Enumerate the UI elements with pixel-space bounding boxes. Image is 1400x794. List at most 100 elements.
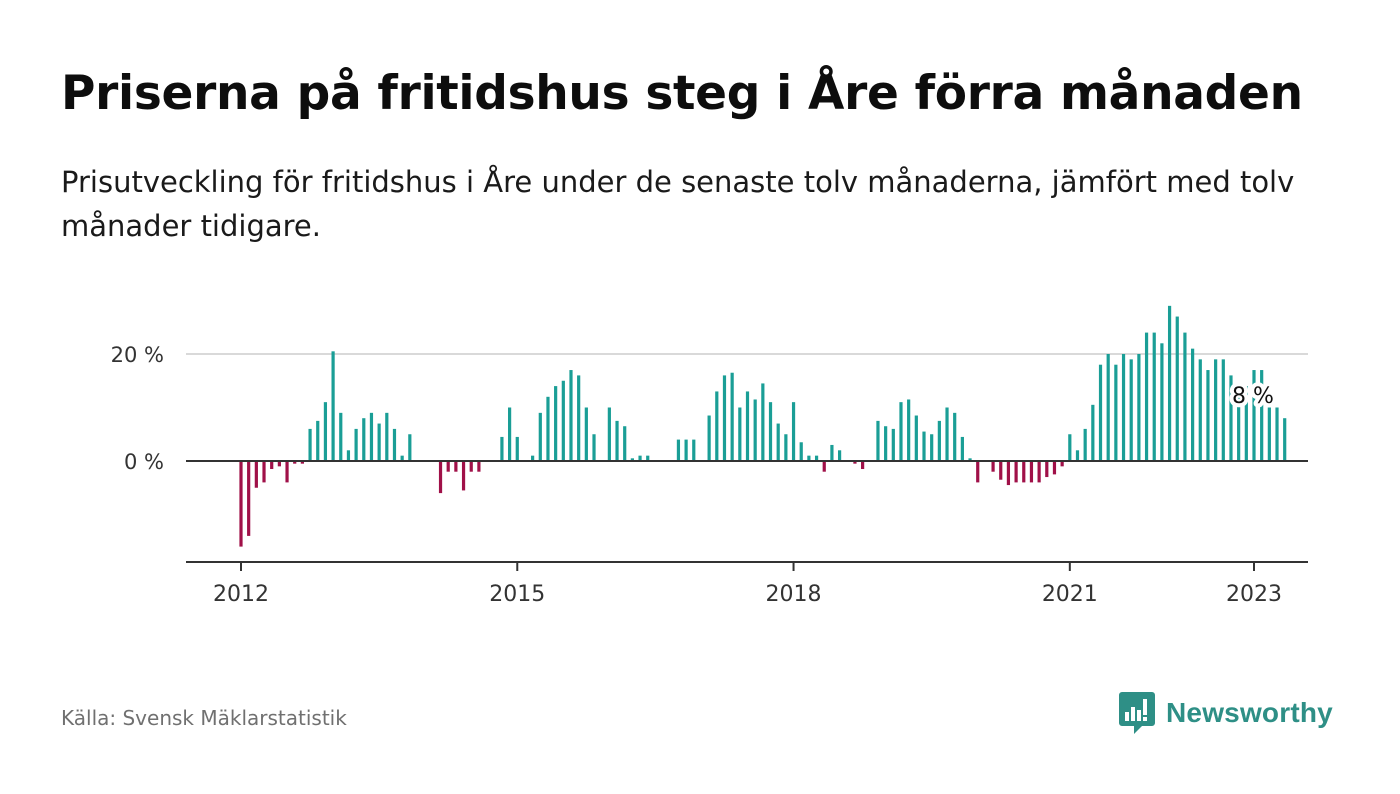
bar	[791, 402, 796, 461]
bar	[1121, 354, 1126, 461]
bar	[1106, 354, 1110, 461]
bar	[991, 461, 995, 472]
bar	[837, 450, 842, 461]
chart-subtitle: Prisutveckling för fritidshus i Åre unde…	[61, 165, 1295, 243]
x-tick-label: 2012	[213, 582, 269, 607]
bar	[362, 418, 366, 461]
bar	[814, 455, 819, 461]
bar	[385, 412, 389, 461]
bar	[830, 444, 834, 461]
bar	[1252, 370, 1256, 461]
bar	[1129, 359, 1133, 461]
chart-title: Priserna på fritidshus steg i Åre förra …	[61, 66, 1303, 121]
bar	[346, 450, 351, 461]
bar	[546, 396, 550, 461]
x-tick-label: 2023	[1226, 582, 1282, 607]
bar	[1083, 428, 1087, 461]
bar	[853, 461, 857, 464]
newsworthy-logo-icon	[1119, 692, 1155, 734]
bar	[1267, 407, 1271, 461]
bar	[1114, 364, 1118, 461]
last-value-label-halo: 8 %	[1232, 384, 1274, 409]
last-value-label: 8 %	[1232, 384, 1274, 409]
bar	[907, 399, 911, 461]
bar	[968, 458, 972, 461]
bar	[630, 458, 634, 461]
bar	[1060, 461, 1064, 467]
bar	[554, 386, 558, 461]
bar	[953, 412, 957, 461]
bar	[1029, 461, 1034, 483]
bar	[776, 423, 780, 461]
bar	[1045, 461, 1049, 478]
bar	[1183, 332, 1187, 461]
bar	[1160, 343, 1164, 461]
bar	[1075, 450, 1080, 461]
bar	[937, 420, 941, 462]
bar	[960, 436, 964, 461]
bar	[1244, 386, 1248, 461]
bar	[1283, 418, 1287, 461]
bar	[1006, 461, 1011, 486]
bars	[239, 305, 1287, 547]
bar	[745, 391, 750, 461]
bar	[761, 383, 765, 461]
y-tick-label: 0 %	[124, 450, 164, 474]
bar	[308, 428, 312, 461]
bar	[1098, 364, 1103, 461]
bar	[715, 391, 719, 461]
bar	[676, 439, 681, 461]
bar	[293, 461, 297, 464]
bar	[1014, 461, 1018, 483]
bar	[515, 436, 519, 461]
bar	[477, 461, 481, 472]
bar	[569, 370, 573, 461]
bar	[945, 407, 949, 461]
bar	[277, 461, 281, 467]
bar	[508, 407, 512, 461]
bar	[561, 380, 565, 461]
bar	[876, 420, 880, 462]
bar	[323, 402, 328, 461]
bar	[454, 461, 458, 472]
bar	[730, 372, 734, 461]
bar	[684, 439, 688, 461]
bar	[469, 461, 473, 472]
newsworthy-logo-text: Newsworthy	[1166, 697, 1333, 728]
bar	[584, 407, 588, 461]
bar	[438, 461, 443, 494]
bar	[1175, 316, 1179, 461]
bar	[692, 439, 696, 461]
bar	[1068, 434, 1072, 461]
bar	[807, 455, 811, 461]
bar	[270, 461, 274, 470]
bar	[1144, 332, 1149, 461]
bar	[1191, 348, 1195, 461]
bar	[1137, 354, 1141, 461]
bar	[976, 461, 980, 483]
bar	[891, 428, 895, 461]
bar	[339, 412, 343, 461]
bar	[623, 426, 627, 461]
bar	[239, 461, 243, 547]
bar	[722, 375, 727, 461]
bar	[922, 431, 926, 461]
axes	[186, 460, 1308, 563]
bar	[1022, 461, 1026, 483]
bar	[262, 461, 266, 483]
bar	[1221, 359, 1225, 461]
bar	[884, 426, 888, 461]
bar	[400, 455, 404, 461]
bar	[1198, 359, 1202, 461]
bar	[1237, 391, 1241, 461]
bar-chart: 0 % 20 % 2012 2015 2018 2021 2023 8 %8 %	[111, 305, 1308, 607]
x-tick-label: 2018	[766, 582, 822, 607]
bar	[646, 455, 650, 461]
bar	[254, 461, 258, 488]
bar	[300, 461, 304, 464]
source-note: Källa: Svensk Mäklarstatistik	[61, 706, 347, 730]
bar	[461, 461, 466, 491]
value-label: 8 %8 %	[1228, 380, 1278, 413]
bar	[354, 428, 358, 461]
bar	[1229, 375, 1233, 461]
